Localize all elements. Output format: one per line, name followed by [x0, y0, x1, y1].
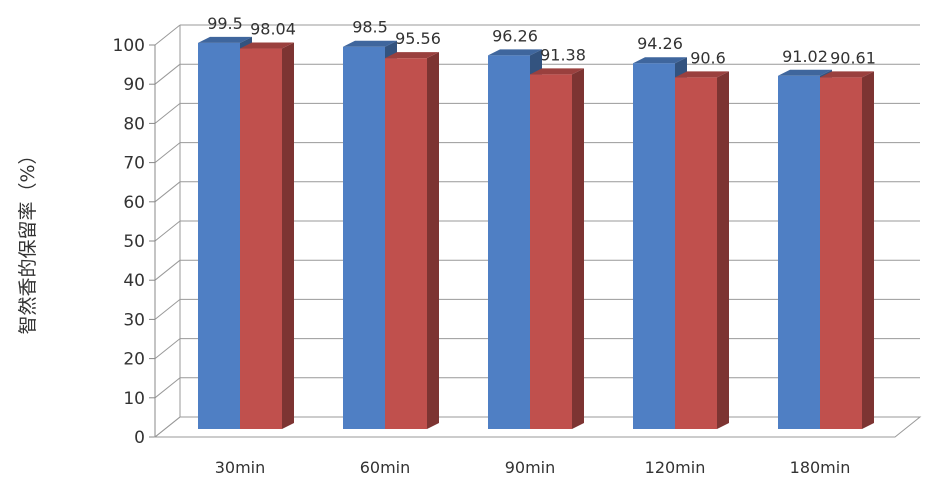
bar-front — [778, 75, 820, 429]
bar-front — [385, 58, 427, 429]
bar — [240, 42, 294, 429]
bar-top — [488, 49, 542, 56]
bar-top — [343, 40, 397, 47]
bar-front — [198, 42, 240, 429]
bar-side — [572, 68, 584, 429]
side-gridline — [154, 377, 181, 399]
y-tick-label: 50 — [123, 232, 145, 252]
y-tick-label: 0 — [134, 428, 145, 448]
bar-front — [530, 74, 572, 429]
bar — [675, 71, 729, 429]
axes — [149, 25, 922, 438]
side-gridline — [154, 259, 181, 281]
x-tick-label: 30min — [215, 458, 266, 477]
y-tick-label: 100 — [113, 36, 145, 56]
data-label: 95.56 — [395, 29, 441, 48]
side-gridline — [154, 142, 181, 163]
side-gridline — [154, 220, 181, 242]
y-tick-label: 60 — [123, 193, 145, 213]
bar-front — [633, 63, 675, 429]
side-gridline — [154, 181, 181, 203]
y-tick-label: 10 — [123, 389, 145, 409]
x-tick-label: 120min — [645, 458, 706, 477]
y-tick-label: 40 — [123, 271, 145, 291]
bar-top — [675, 71, 729, 78]
floor — [153, 416, 922, 438]
bar-front — [343, 46, 385, 429]
y-tick-label: 80 — [123, 114, 145, 134]
bars — [198, 36, 874, 429]
x-tick-label: 60min — [360, 458, 411, 477]
bar-top — [530, 68, 584, 75]
data-label: 99.5 — [207, 14, 243, 33]
y-axis-title: 智然香的保留率（%） — [17, 145, 39, 334]
bar-side — [717, 71, 729, 429]
bar-top — [198, 36, 252, 43]
bar — [530, 68, 584, 429]
labels: 0 10 20 30 40 50 60 70 80 90 100 99.5 98.04 30min 98.5… — [113, 14, 876, 477]
x-tick-label: 180min — [790, 458, 851, 477]
side-gridline — [154, 24, 181, 46]
data-label: 96.26 — [492, 26, 538, 45]
data-label: 98.04 — [250, 20, 296, 39]
data-label: 94.26 — [637, 34, 683, 53]
bar-side — [427, 52, 439, 429]
data-label: 91.02 — [782, 47, 828, 66]
x-tick-label: 90min — [505, 458, 556, 477]
side-gridline — [154, 103, 181, 124]
data-label: 90.6 — [690, 48, 726, 67]
side-gridline — [154, 338, 181, 359]
bar-side — [282, 42, 294, 429]
data-label: 98.5 — [352, 18, 388, 37]
y-tick-label: 20 — [123, 350, 145, 370]
bar-top — [633, 57, 687, 64]
bar-front — [675, 77, 717, 429]
y-tick-label: 90 — [123, 75, 145, 95]
data-label: 91.38 — [540, 45, 586, 64]
side-gridline — [154, 299, 181, 320]
bar-top — [778, 69, 832, 76]
side-gridline — [154, 63, 181, 85]
bar-top — [240, 42, 294, 49]
bar — [385, 52, 439, 429]
bar-top — [820, 71, 874, 78]
bar-front — [240, 48, 282, 429]
y-tick-label: 30 — [123, 310, 145, 330]
bar-top — [385, 52, 439, 59]
y-tick-label: 70 — [123, 154, 145, 174]
data-label: 90.61 — [830, 48, 876, 67]
bar — [820, 71, 874, 429]
bar-side — [862, 71, 874, 429]
bar-front — [820, 77, 862, 429]
bar-front — [488, 55, 530, 429]
